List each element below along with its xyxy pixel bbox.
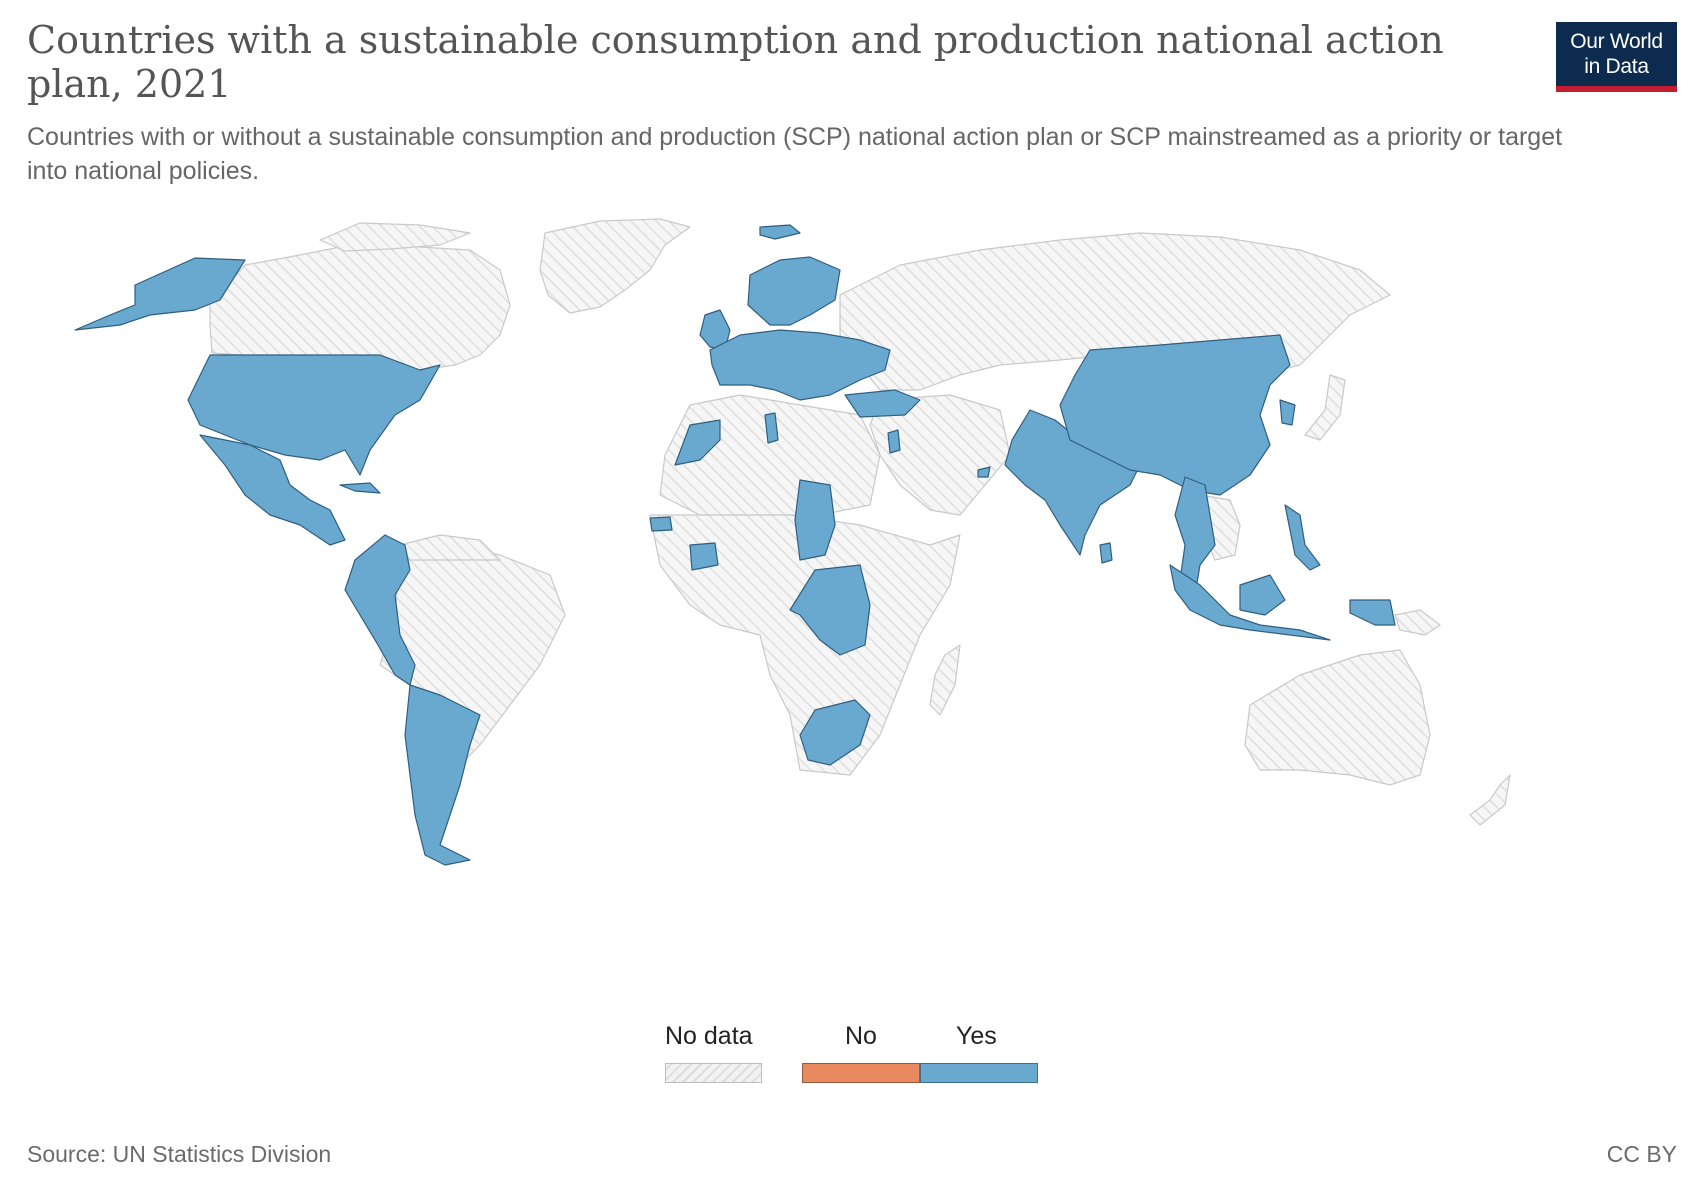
legend-swatch-no-data[interactable] <box>665 1063 762 1083</box>
logo-line-2: in Data <box>1584 55 1649 78</box>
region-scandinavia[interactable] <box>747 256 841 326</box>
yes-regions <box>74 224 1396 866</box>
region-cuba[interactable] <box>339 482 381 494</box>
region-chile-argentina[interactable] <box>404 684 481 866</box>
region-mexico-central-america[interactable] <box>199 434 346 546</box>
region-central-africa[interactable] <box>649 514 961 776</box>
region-papua[interactable] <box>1349 599 1396 626</box>
region-middle-east[interactable] <box>869 394 1011 516</box>
region-borneo-sulawesi[interactable] <box>1239 574 1286 616</box>
region-arctic-islands[interactable] <box>319 222 471 252</box>
region-europe[interactable] <box>709 329 891 401</box>
region-uae[interactable] <box>977 466 991 478</box>
region-alaska[interactable] <box>74 257 246 331</box>
region-south-africa[interactable] <box>799 699 871 766</box>
region-madagascar[interactable] <box>929 644 961 716</box>
chart-subtitle: Countries with or without a sustainable … <box>27 123 1563 185</box>
region-iceland[interactable] <box>759 224 801 240</box>
region-greenland[interactable] <box>539 218 691 314</box>
region-senegal-gambia[interactable] <box>649 516 673 532</box>
world-map[interactable] <box>0 215 1704 960</box>
region-myanmar-thailand-malaysia[interactable] <box>1174 476 1216 596</box>
region-cote-ivoire-ghana[interactable] <box>689 542 719 571</box>
region-sri-lanka[interactable] <box>1099 542 1113 564</box>
region-dr-congo[interactable] <box>789 564 871 656</box>
region-australia[interactable] <box>1244 649 1431 786</box>
chart-title: Countries with a sustainable consumption… <box>27 18 1444 106</box>
legend-label-yes: Yes <box>956 1022 997 1050</box>
region-png[interactable] <box>1394 609 1441 636</box>
logo-line-1: Our World <box>1570 30 1663 53</box>
source-note: Source: UN Statistics Division <box>27 1141 332 1167</box>
owid-logo[interactable]: Our World in Data <box>1556 22 1677 92</box>
license-link[interactable]: CC BY <box>1606 1141 1677 1167</box>
region-turkey[interactable] <box>844 389 921 418</box>
region-brazil[interactable] <box>379 544 566 766</box>
region-new-zealand[interactable] <box>1469 774 1511 826</box>
region-south-korea[interactable] <box>1279 399 1296 426</box>
region-china-mongolia[interactable] <box>1059 334 1291 496</box>
region-morocco[interactable] <box>674 419 721 466</box>
legend-label-no: No <box>845 1022 877 1050</box>
legend-swatch-no[interactable] <box>802 1063 920 1083</box>
region-philippines[interactable] <box>1284 504 1321 571</box>
region-tunisia[interactable] <box>764 412 779 444</box>
region-canada[interactable] <box>209 242 511 371</box>
region-chad[interactable] <box>794 479 836 561</box>
legend-swatch-yes[interactable] <box>920 1063 1038 1083</box>
legend: No data No Yes <box>650 1022 1070 1083</box>
legend-label-no-data: No data <box>665 1022 753 1050</box>
region-venezuela-guianas[interactable] <box>399 534 501 561</box>
region-jordan-israel[interactable] <box>887 429 901 454</box>
region-japan[interactable] <box>1304 374 1346 441</box>
region-indonesia[interactable] <box>1169 564 1331 641</box>
